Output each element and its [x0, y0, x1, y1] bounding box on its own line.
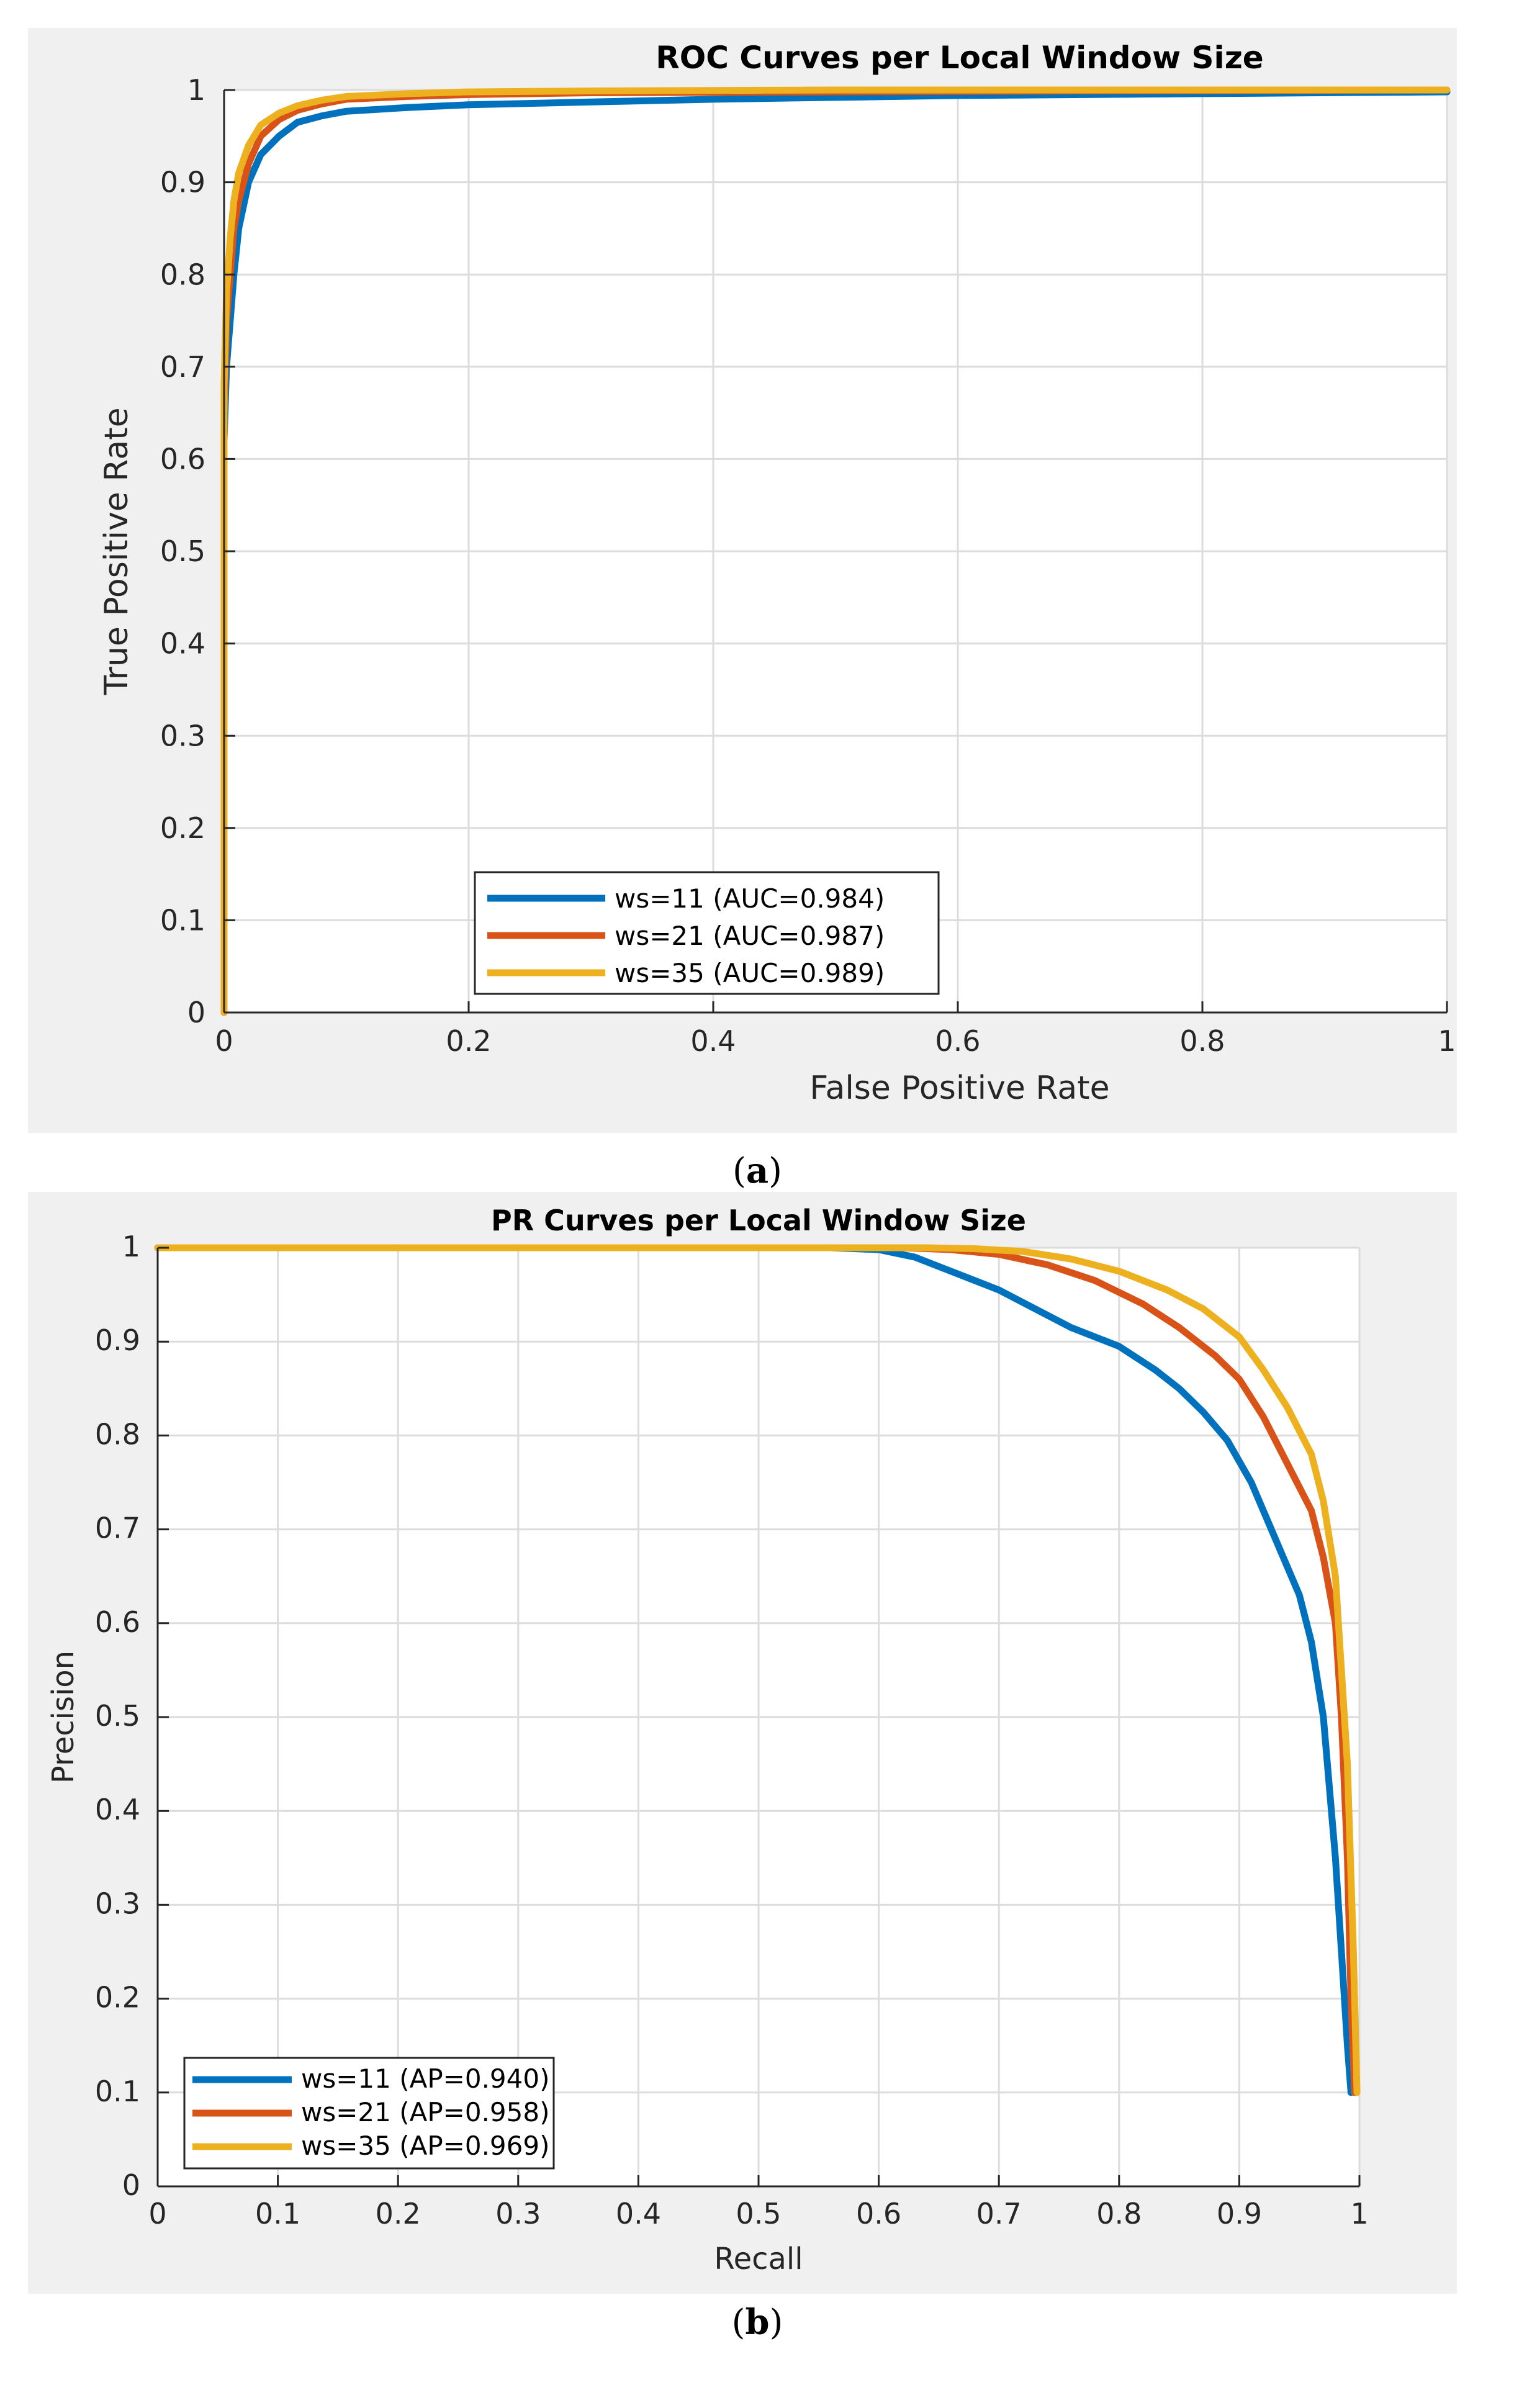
pr-series-line-3 — [154, 1244, 1361, 2096]
pr-series-line-1 — [154, 1244, 1354, 2096]
pr-series-group — [154, 1244, 1361, 2096]
pr-x-axis-title: Recall — [714, 2242, 803, 2276]
pr-y-tick-label: 0.4 — [95, 1793, 140, 1826]
pr-y-tick-label: 1 — [122, 1230, 140, 1263]
roc-series-line-1 — [220, 88, 1451, 1016]
roc-chart-title: ROC Curves per Local Window Size — [656, 40, 1263, 76]
roc-y-tick-label: 1 — [187, 73, 205, 107]
subfigure-letter-b: b — [745, 2302, 769, 2343]
subfigure-label-a: (a) — [732, 1150, 782, 1191]
subfigure-letter-a: a — [746, 1150, 768, 1191]
roc-y-axis-title: True Positive Rate — [98, 407, 135, 695]
roc-y-tick-label: 0.6 — [160, 443, 205, 476]
pr-x-tick-label: 0.5 — [736, 2197, 781, 2230]
pr-legend: ws=11 (AP=0.940)ws=21 (AP=0.958) ws=35 (A… — [183, 2057, 555, 2170]
pr-y-axis-title: Precision — [46, 1651, 81, 1783]
roc-x-tick-label: 0.8 — [1179, 1024, 1225, 1058]
roc-chart-panel: 0 0.2 0.4 0.6 0.8 1 0 0.1 0.2 0.3 0.4 0.5 0.6 0.7 0.8 0… — [28, 28, 1457, 1133]
pr-x-tick-label: 0.8 — [1096, 2197, 1142, 2230]
roc-legend-label-3: ws=35 (AUC=0.989) — [615, 958, 885, 988]
pr-chart-panel: 0 0.1 0.2 0.3 0.4 0.5 0.6 0.7 0.8 0.9 1 0 0.1 0.2 0.3 0… — [28, 1192, 1457, 2294]
roc-x-tick-label: 1 — [1438, 1024, 1456, 1058]
pr-x-tick-label: 0.3 — [495, 2197, 541, 2230]
pr-x-tick-label: 1 — [1350, 2197, 1368, 2230]
pr-tick-labels: 0 0.1 0.2 0.3 0.4 0.5 0.6 0.7 0.8 0.9 1 0 0.1 0.2 0.3 0… — [95, 1230, 1369, 2230]
roc-legend-label-2: ws=21 (AUC=0.987) — [615, 921, 885, 951]
roc-axes — [223, 89, 1448, 1014]
roc-series-line-3 — [220, 86, 1451, 1016]
roc-x-axis-title: False Positive Rate — [809, 1070, 1109, 1107]
pr-y-tick-label: 0 — [122, 2168, 140, 2202]
pr-x-tick-label: 0.7 — [976, 2197, 1022, 2230]
roc-y-tick-label: 0.3 — [160, 719, 205, 752]
roc-x-tick-label: 0.4 — [690, 1024, 736, 1058]
pr-y-tick-label: 0.9 — [95, 1323, 140, 1357]
roc-y-tick-label: 0.1 — [160, 904, 205, 937]
pr-chart-title: PR Curves per Local Window Size — [491, 1204, 1026, 1237]
roc-y-tick-label: 0.7 — [160, 350, 205, 384]
pr-legend-label-3: ws=35 (AP=0.969) — [301, 2131, 549, 2161]
roc-legend-label-1: ws=11 (AUC=0.984) — [615, 883, 885, 914]
pr-x-tick-label: 0.1 — [255, 2197, 300, 2230]
pr-axes — [156, 1247, 1361, 2188]
pr-y-tick-label: 0.3 — [95, 1887, 140, 1920]
roc-x-tick-label: 0.2 — [446, 1024, 491, 1058]
subfigure-label-b: (b) — [732, 2302, 783, 2343]
pr-legend-label-2: ws=21 (AP=0.958) — [301, 2097, 549, 2127]
roc-y-tick-label: 0.5 — [160, 534, 205, 568]
pr-y-tick-label: 0.7 — [95, 1512, 140, 1545]
roc-y-tick-label: 0.9 — [160, 166, 205, 199]
roc-x-tick-label: 0 — [215, 1024, 233, 1058]
pr-y-tick-label: 0.1 — [95, 2075, 140, 2108]
roc-y-tick-label: 0.2 — [160, 811, 205, 845]
roc-series-group — [220, 86, 1451, 1016]
pr-x-tick-label: 0 — [148, 2197, 166, 2230]
pr-x-tick-label: 0.9 — [1217, 2197, 1262, 2230]
roc-x-tick-label: 0.6 — [935, 1024, 980, 1058]
roc-tick-labels: 0 0.2 0.4 0.6 0.8 1 0 0.1 0.2 0.3 0.4 0.5 0.6 0.7 0.8 0… — [160, 73, 1456, 1058]
pr-x-tick-label: 0.4 — [616, 2197, 661, 2230]
pr-x-tick-label: 0.6 — [856, 2197, 901, 2230]
roc-y-tick-label: 0.8 — [160, 258, 205, 291]
pr-legend-label-1: ws=11 (AP=0.940) — [301, 2063, 549, 2094]
pr-y-tick-label: 0.5 — [95, 1699, 140, 1733]
roc-legend: ws=11 (AUC=0.984) ws=21 (AUC=0.987) ws=35 … — [474, 871, 940, 995]
pr-x-tick-label: 0.2 — [376, 2197, 421, 2230]
pr-y-tick-label: 0.8 — [95, 1417, 140, 1451]
pr-y-tick-label: 0.2 — [95, 1981, 140, 2014]
roc-y-tick-label: 0 — [187, 996, 205, 1029]
roc-y-tick-label: 0.4 — [160, 627, 205, 661]
pr-y-tick-label: 0.6 — [95, 1605, 140, 1639]
